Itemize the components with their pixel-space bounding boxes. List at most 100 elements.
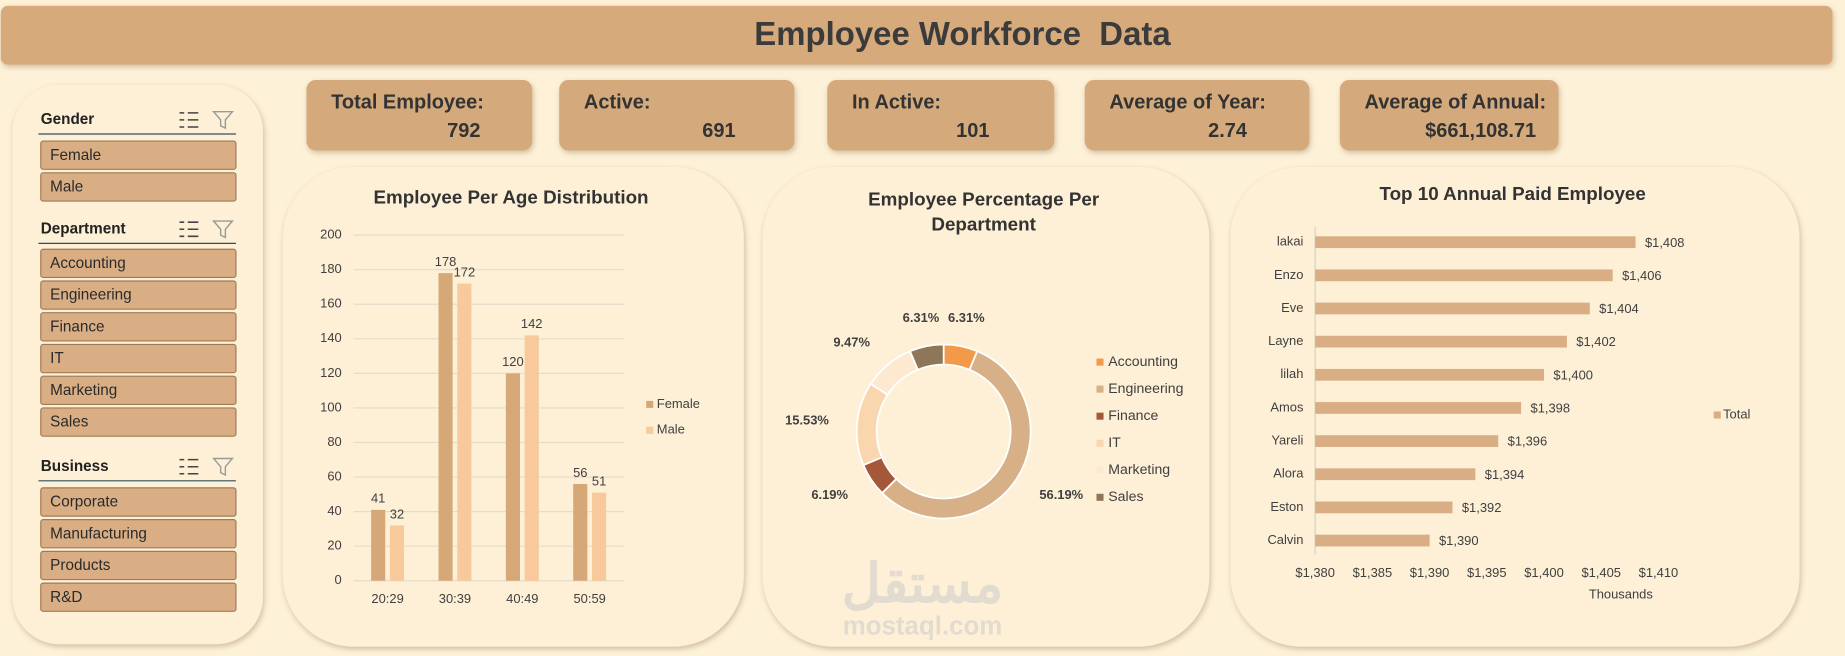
kpi-label: Average of Annual: bbox=[1365, 92, 1547, 114]
data-label: 56 bbox=[573, 465, 587, 480]
clear-filter-icon[interactable] bbox=[212, 110, 234, 130]
watermark-logo: مستقل bbox=[842, 554, 1004, 614]
x-tick-label: $1,380 bbox=[1295, 565, 1335, 580]
chart-title: Employee Percentage Per Department bbox=[868, 190, 1100, 236]
bar bbox=[1315, 269, 1613, 282]
x-tick-label: 50:59 bbox=[574, 591, 606, 606]
data-label: $1,396 bbox=[1508, 434, 1548, 449]
slicer-item[interactable]: Products bbox=[50, 557, 111, 574]
x-tick-label: 20:29 bbox=[371, 591, 403, 606]
data-label: $1,398 bbox=[1531, 401, 1571, 416]
slicer-item[interactable]: Manufacturing bbox=[50, 525, 147, 542]
slicer-item[interactable]: Female bbox=[50, 147, 101, 164]
y-tick-label: 100 bbox=[320, 399, 342, 414]
x-tick-label: $1,390 bbox=[1410, 565, 1450, 580]
data-label: 6.31% bbox=[903, 310, 940, 325]
legend-label: Male bbox=[657, 422, 685, 437]
x-tick-label: 30:39 bbox=[439, 591, 471, 606]
slicer-item[interactable]: Sales bbox=[50, 414, 89, 431]
data-label: $1,400 bbox=[1553, 367, 1593, 382]
slicer-title: Gender bbox=[41, 111, 95, 128]
bar bbox=[1315, 302, 1590, 315]
kpi-label: Total Employee: bbox=[331, 92, 484, 114]
slicer-button[interactable] bbox=[40, 312, 237, 342]
slicer-item[interactable]: Accounting bbox=[50, 255, 126, 272]
multi-select-icon[interactable] bbox=[179, 458, 199, 475]
data-label: $1,408 bbox=[1645, 235, 1685, 250]
multi-select-icon[interactable] bbox=[179, 221, 199, 238]
data-label: 172 bbox=[454, 264, 476, 279]
y-tick-label: 200 bbox=[320, 227, 342, 242]
legend-swatch bbox=[1096, 466, 1104, 474]
x-tick-label: $1,410 bbox=[1639, 565, 1679, 580]
x-tick-label: $1,405 bbox=[1581, 565, 1621, 580]
bar bbox=[371, 509, 386, 581]
slicer-button[interactable] bbox=[40, 172, 237, 202]
legend-swatch bbox=[646, 426, 654, 434]
kpi-label: In Active: bbox=[852, 92, 941, 114]
y-tick-label: Enzo bbox=[1274, 267, 1303, 282]
legend-label: Marketing bbox=[1108, 461, 1170, 477]
slicer-item[interactable]: Corporate bbox=[50, 494, 118, 511]
slicer-item[interactable]: Male bbox=[50, 179, 83, 196]
legend-label: Accounting bbox=[1108, 353, 1178, 369]
slicer-button[interactable] bbox=[40, 375, 237, 406]
header-bar bbox=[0, 5, 1833, 65]
data-label: 56.19% bbox=[1039, 487, 1083, 502]
y-tick-label: Amos bbox=[1270, 399, 1303, 414]
bar bbox=[1315, 468, 1476, 481]
legend-label: Female bbox=[657, 396, 700, 411]
bar bbox=[524, 335, 539, 581]
legend-label: IT bbox=[1108, 434, 1121, 450]
bar bbox=[438, 273, 453, 581]
data-label: $1,390 bbox=[1439, 533, 1479, 548]
bar bbox=[1315, 236, 1636, 249]
slicer-button[interactable] bbox=[40, 140, 237, 170]
slicer-button[interactable] bbox=[40, 248, 237, 279]
slicer-item[interactable]: IT bbox=[50, 350, 64, 367]
data-label: 6.31% bbox=[948, 310, 985, 325]
bar bbox=[1315, 402, 1522, 414]
kpi-label: Average of Year: bbox=[1109, 92, 1266, 114]
data-label: 32 bbox=[390, 506, 404, 521]
chart-title: Top 10 Annual Paid Employee bbox=[1379, 183, 1645, 204]
slicer-item[interactable]: Engineering bbox=[50, 287, 131, 304]
slicer-button[interactable] bbox=[40, 280, 237, 310]
slicer-item[interactable]: R&D bbox=[50, 589, 82, 606]
slicer-button[interactable] bbox=[40, 407, 237, 437]
y-tick-label: 120 bbox=[320, 365, 342, 380]
y-tick-label: 180 bbox=[320, 261, 342, 276]
legend-swatch bbox=[1096, 412, 1104, 420]
legend-label: Sales bbox=[1108, 488, 1143, 504]
kpi-value: 2.74 bbox=[1208, 120, 1247, 142]
slicer-item[interactable]: Finance bbox=[50, 318, 104, 335]
bar bbox=[1315, 534, 1430, 547]
multi-select-icon[interactable] bbox=[179, 112, 199, 128]
clear-filter-icon[interactable] bbox=[212, 220, 234, 239]
bar bbox=[1315, 335, 1567, 348]
y-tick-label: Eston bbox=[1270, 499, 1303, 514]
kpi-card bbox=[559, 79, 795, 151]
donut-slice bbox=[880, 350, 1032, 520]
bar bbox=[592, 492, 607, 581]
slicer-button[interactable] bbox=[40, 519, 237, 549]
slicer-title: Department bbox=[41, 220, 126, 237]
data-label: 120 bbox=[502, 354, 524, 369]
legend-swatch bbox=[1713, 411, 1721, 419]
y-tick-label: Layne bbox=[1268, 333, 1303, 348]
bar bbox=[389, 525, 405, 581]
slicer-button[interactable] bbox=[40, 550, 237, 581]
slicer-title: Business bbox=[41, 458, 109, 475]
x-tick-label: $1,400 bbox=[1524, 565, 1564, 580]
y-tick-label: Eve bbox=[1281, 300, 1303, 315]
y-tick-label: 160 bbox=[320, 296, 342, 311]
slicer-button[interactable] bbox=[40, 582, 237, 612]
slicer-button[interactable] bbox=[40, 343, 237, 374]
kpi-value: 792 bbox=[447, 120, 480, 142]
slicer-item[interactable]: Marketing bbox=[50, 382, 117, 399]
clear-filter-icon[interactable] bbox=[212, 457, 234, 477]
kpi-card bbox=[1084, 79, 1310, 151]
slicer-button[interactable] bbox=[40, 487, 237, 517]
data-label: 51 bbox=[592, 473, 606, 488]
